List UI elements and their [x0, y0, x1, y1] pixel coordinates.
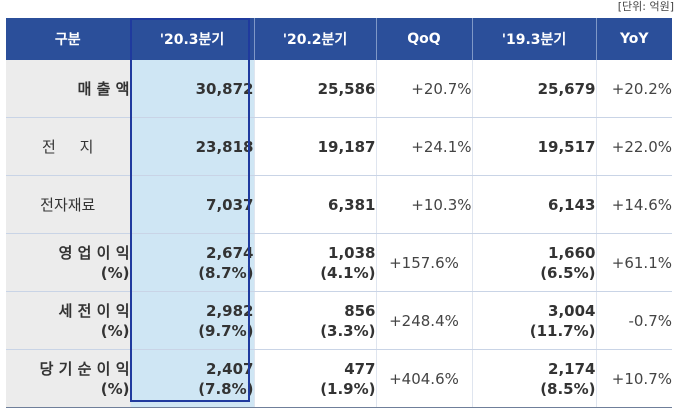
cell-20q2: 1,038 (4.1%)	[254, 233, 377, 292]
row-label: 세 전 이 익 (%)	[6, 291, 131, 350]
cell-20q2: 856 (3.3%)	[254, 291, 377, 350]
header-qoq: QoQ	[376, 18, 473, 60]
unit-note: [단위: 억원]	[617, 0, 674, 13]
financial-results-table: 구분 '20.3분기 '20.2분기 QoQ '19.3분기 YoY 매 출 액…	[6, 18, 672, 408]
cell-20q3: 23,818	[130, 117, 255, 176]
row-label: 영 업 이 익 (%)	[6, 233, 131, 292]
row-label: 전자재료	[6, 175, 131, 234]
cell-20q3: 2,982 (9.7%)	[130, 291, 255, 350]
cell-20q3: 2,407 (7.8%)	[130, 349, 255, 408]
header-category: 구분	[6, 18, 131, 60]
cell-20q3: 7,037	[130, 175, 255, 234]
cell-20q2: 25,586	[254, 60, 377, 118]
cell-yoy: +22.0%	[596, 117, 672, 176]
cell-qoq: +248.4%	[376, 291, 473, 350]
cell-19q3: 2,174 (8.5%)	[472, 349, 597, 408]
cell-qoq: +404.6%	[376, 349, 473, 408]
row-label: 매 출 액	[6, 60, 131, 118]
cell-qoq: +24.1%	[376, 117, 473, 176]
cell-20q2: 19,187	[254, 117, 377, 176]
table-row: 영 업 이 익 (%) 2,674 (8.7%) 1,038 (4.1%) +157.…	[6, 233, 672, 292]
header-row: 구분 '20.3분기 '20.2분기 QoQ '19.3분기 YoY	[6, 18, 672, 60]
table-row: 당 기 순 이 익 (%) 2,407 (7.8%) 477 (1.9%) +404.…	[6, 349, 672, 408]
cell-20q2: 477 (1.9%)	[254, 349, 377, 408]
cell-20q3: 2,674 (8.7%)	[130, 233, 255, 292]
cell-19q3: 19,517	[472, 117, 597, 176]
cell-qoq: +20.7%	[376, 60, 473, 118]
cell-19q3: 3,004 (11.7%)	[472, 291, 597, 350]
cell-20q3: 30,872	[130, 60, 255, 118]
table-row: 세 전 이 익 (%) 2,982 (9.7%) 856 (3.3%) +248.4%…	[6, 291, 672, 350]
cell-yoy: +61.1%	[596, 233, 672, 292]
cell-19q3: 25,679	[472, 60, 597, 118]
cell-yoy: -0.7%	[596, 291, 672, 350]
table-row: 전 지 23,818 19,187 +24.1% 19,517 +22.0%	[6, 117, 672, 176]
cell-yoy: +10.7%	[596, 349, 672, 408]
cell-yoy: +20.2%	[596, 60, 672, 118]
header-20q3: '20.3분기	[130, 18, 255, 60]
cell-yoy: +14.6%	[596, 175, 672, 234]
cell-qoq: +157.6%	[376, 233, 473, 292]
cell-20q2: 6,381	[254, 175, 377, 234]
cell-qoq: +10.3%	[376, 175, 473, 234]
table-row: 전자재료 7,037 6,381 +10.3% 6,143 +14.6%	[6, 175, 672, 234]
header-20q2: '20.2분기	[254, 18, 377, 60]
row-label: 전 지	[6, 117, 131, 176]
table-row: 매 출 액 30,872 25,586 +20.7% 25,679 +20.2%	[6, 60, 672, 118]
cell-19q3: 1,660 (6.5%)	[472, 233, 597, 292]
cell-19q3: 6,143	[472, 175, 597, 234]
row-label: 당 기 순 이 익 (%)	[6, 349, 131, 408]
header-19q3: '19.3분기	[472, 18, 597, 60]
header-yoy: YoY	[596, 18, 672, 60]
